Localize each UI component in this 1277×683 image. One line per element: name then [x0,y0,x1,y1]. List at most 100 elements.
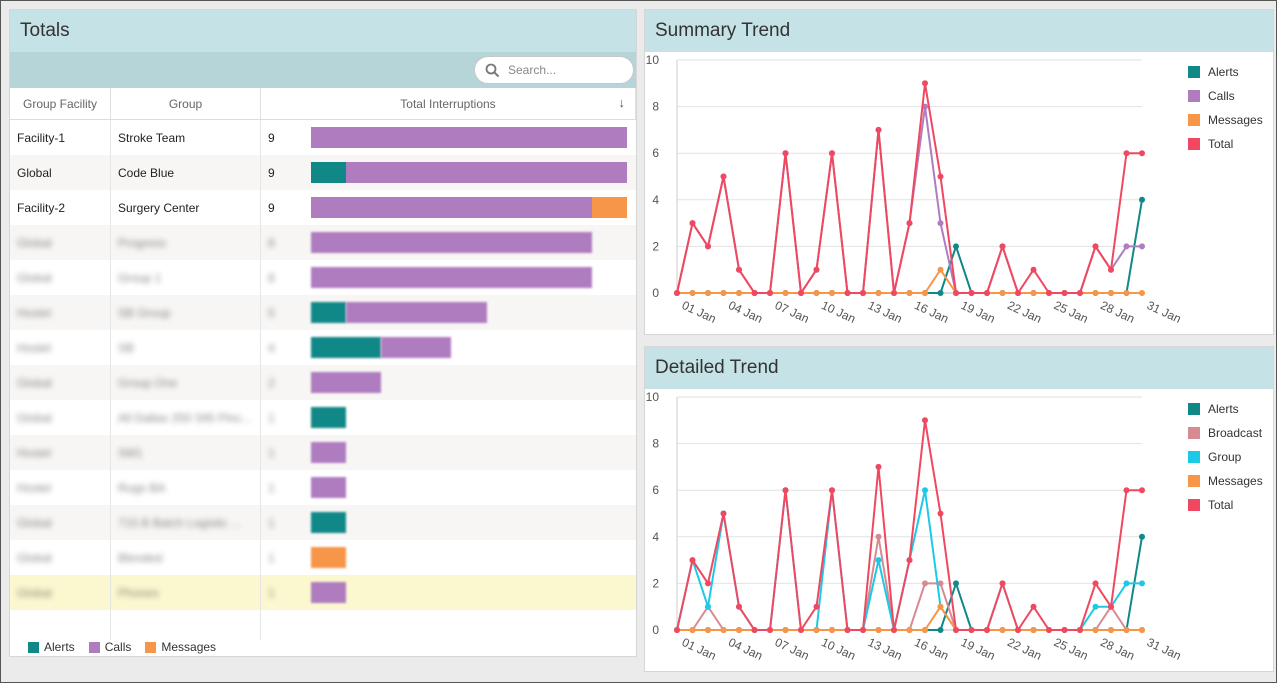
data-point[interactable] [705,627,711,633]
interruptions-bar[interactable] [311,582,347,603]
table-row[interactable]: Global Code Blue 9 [10,155,636,190]
interruptions-bar[interactable] [311,232,592,253]
data-point[interactable] [798,627,804,633]
data-point[interactable] [782,150,789,157]
data-point[interactable] [1139,580,1145,587]
interruptions-bar[interactable] [311,477,347,498]
data-point[interactable] [953,243,959,250]
data-point[interactable] [1108,290,1114,296]
data-point[interactable] [829,487,835,494]
data-point[interactable] [1108,627,1114,633]
data-point[interactable] [751,627,758,633]
data-point[interactable] [1139,627,1145,633]
data-point[interactable] [782,627,789,633]
data-point[interactable] [1092,627,1099,633]
data-point[interactable] [906,290,913,296]
data-point[interactable] [1108,603,1114,610]
bar-segment-alerts[interactable] [311,162,347,183]
table-row[interactable]: Global All Dallas 250 345 Pinc... 1 [10,400,636,435]
interruptions-bar[interactable] [311,302,487,323]
data-point[interactable] [689,290,696,296]
series-total[interactable] [674,417,1145,633]
data-point[interactable] [1108,266,1114,273]
bar-segment-alerts[interactable] [311,302,347,323]
data-point[interactable] [1061,627,1068,633]
data-point[interactable] [860,290,866,296]
column-header-group-facility[interactable]: Group Facility [10,88,111,119]
table-row[interactable]: Global Phones 1 [10,575,636,610]
interruptions-bar[interactable] [311,407,347,428]
data-point[interactable] [705,580,711,587]
data-point[interactable] [875,126,882,133]
data-point[interactable] [689,220,696,227]
data-point[interactable] [844,290,851,296]
data-point[interactable] [937,173,944,180]
data-point[interactable] [798,290,804,296]
data-point[interactable] [906,557,913,564]
interruptions-bar[interactable] [311,337,452,358]
data-point[interactable] [860,627,866,633]
data-point[interactable] [922,417,928,424]
data-point[interactable] [813,266,820,273]
data-point[interactable] [999,243,1006,250]
legend-item-alerts[interactable]: Alerts [1188,397,1263,421]
interruptions-bar[interactable] [311,372,382,393]
column-header-total-interruptions[interactable]: Total Interruptions ↓ [261,88,636,119]
data-point[interactable] [844,627,851,633]
data-point[interactable] [922,290,928,296]
data-point[interactable] [705,243,711,250]
bar-segment-alerts[interactable] [311,407,347,428]
legend-item-messages[interactable]: Messages [1188,469,1263,493]
interruptions-bar[interactable] [311,127,627,148]
legend-item-total[interactable]: Total [1188,493,1263,517]
column-header-group[interactable]: Group [111,88,261,119]
data-point[interactable] [999,580,1006,587]
data-point[interactable] [922,80,928,87]
data-point[interactable] [922,580,928,587]
data-point[interactable] [736,290,742,296]
data-point[interactable] [829,627,835,633]
data-point[interactable] [891,627,897,633]
bar-segment-calls[interactable] [346,162,627,183]
table-row[interactable]: Hostel SB 4 [10,330,636,365]
data-point[interactable] [1123,150,1130,157]
data-point[interactable] [1139,196,1145,203]
data-point[interactable] [1123,243,1130,250]
bar-segment-messages[interactable] [311,547,347,568]
data-point[interactable] [1123,627,1130,633]
data-point[interactable] [953,580,959,587]
data-point[interactable] [999,290,1006,296]
table-row[interactable]: Hostel SB Group 5 [10,295,636,330]
data-point[interactable] [1030,266,1037,273]
data-point[interactable] [767,627,773,633]
series-messages[interactable] [674,266,1145,296]
legend-item-broadcast[interactable]: Broadcast [1188,421,1263,445]
data-point[interactable] [922,627,928,633]
bar-segment-messages[interactable] [591,197,627,218]
data-point[interactable] [720,173,727,180]
search-input[interactable] [508,63,618,77]
data-point[interactable] [1092,290,1099,296]
data-point[interactable] [782,487,789,494]
data-point[interactable] [937,627,944,633]
table-row[interactable]: Global Group 1 8 [10,260,636,295]
series-messages[interactable] [674,603,1145,633]
data-point[interactable] [875,557,882,564]
table-row[interactable]: Hostel Rugs BA 1 [10,470,636,505]
data-point[interactable] [875,627,882,633]
bar-segment-calls[interactable] [381,337,452,358]
legend-item-alerts[interactable]: Alerts [28,640,75,654]
data-point[interactable] [674,627,680,633]
data-point[interactable] [1015,290,1021,296]
legend-item-alerts[interactable]: Alerts [1188,60,1263,84]
legend-item-messages[interactable]: Messages [145,640,216,654]
series-total[interactable] [674,80,1145,296]
data-point[interactable] [968,290,975,296]
data-point[interactable] [1092,243,1099,250]
arrow-down-icon[interactable]: ↓ [618,95,626,110]
bar-segment-alerts[interactable] [311,512,347,533]
bar-segment-calls[interactable] [346,302,487,323]
data-point[interactable] [1123,290,1130,296]
data-point[interactable] [937,220,944,227]
bar-segment-calls[interactable] [311,477,347,498]
